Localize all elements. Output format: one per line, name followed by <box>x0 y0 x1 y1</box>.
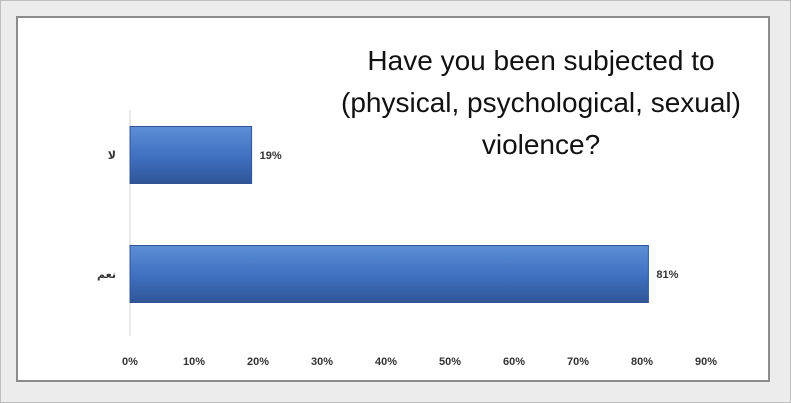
x-tick-label: 10% <box>183 356 205 368</box>
plot-area: لا 19% نعم 81% 0% 10% 20% 30% 40% 50% 60% 70% 80% 90% <box>97 110 717 368</box>
bar <box>129 245 649 303</box>
chart-title: Have you been subjected to (physical, ps… <box>341 45 741 160</box>
x-tick-label: 70% <box>567 356 589 368</box>
data-label: 19% <box>260 150 282 162</box>
x-tick-label: 30% <box>311 356 333 368</box>
x-tick-label: 80% <box>631 356 653 368</box>
bar <box>129 126 253 184</box>
x-tick-label: 0% <box>122 356 138 368</box>
chart-panel <box>16 16 770 382</box>
x-tick-label: 40% <box>375 356 397 368</box>
x-tick-label: 20% <box>247 356 269 368</box>
data-label: 81% <box>656 269 678 281</box>
category-label: نعم <box>97 268 116 281</box>
category-label: لا <box>108 149 116 162</box>
x-tick-label: 90% <box>695 356 717 368</box>
x-tick-label: 60% <box>503 356 525 368</box>
x-tick-label: 50% <box>439 356 461 368</box>
